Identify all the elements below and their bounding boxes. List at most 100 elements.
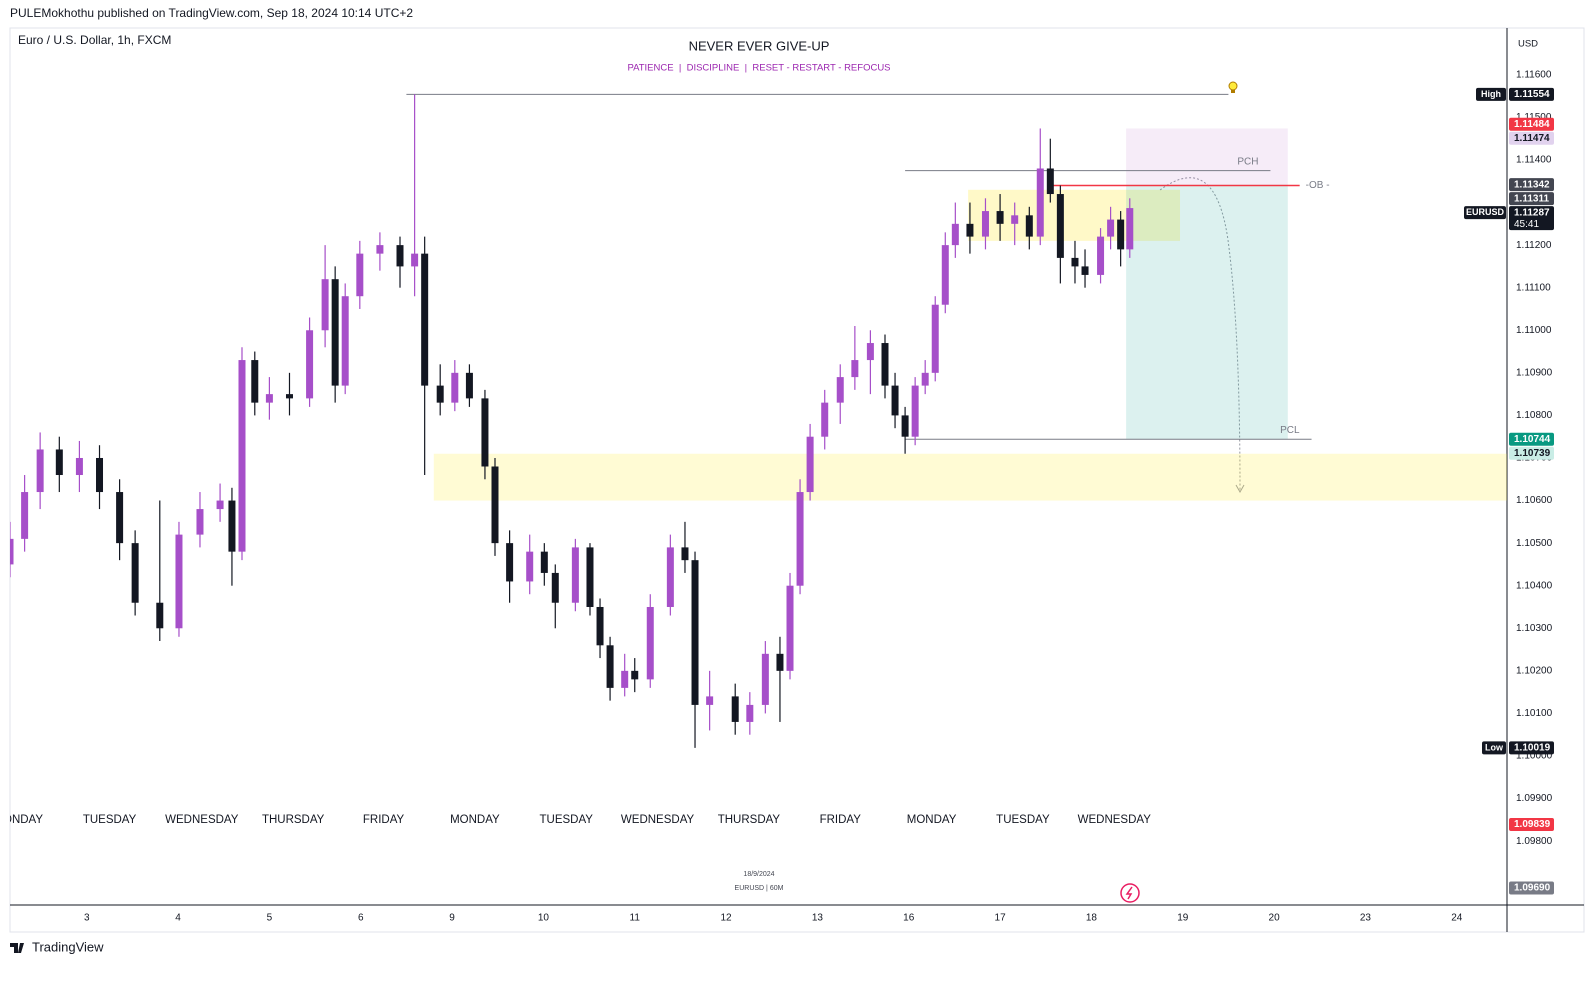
candle-body [596,606,604,646]
x-tick-label: 13 [812,913,824,924]
candle-body [481,398,489,467]
candle-body [321,279,329,331]
candle-body [981,211,989,237]
candle-body [1117,219,1125,250]
candle-body [761,653,769,705]
y-tick-label: 1.11500 [1516,112,1552,123]
candle-body [506,543,514,582]
candle-body [806,436,814,493]
x-tick-label: 17 [995,913,1007,924]
session-label: FRIDAY [363,814,405,826]
candle-body [966,223,974,237]
candle-body [116,492,124,544]
candle-body [228,500,236,552]
candle-body [1036,168,1044,237]
session-label: MONDAY [0,814,43,826]
publish-info: PULEMokhothu published on TradingView.co… [10,6,413,20]
price-label: 1.11342 [1514,179,1550,190]
candle-body [681,547,689,561]
candle-body [55,449,63,476]
price-label-box [1509,178,1554,192]
candle-body [996,211,1004,224]
candle-body [691,560,699,705]
candle-body [451,372,459,403]
session-label: THURSDAY [718,814,781,826]
lightbulb-icon [1228,81,1238,93]
candle-body [1056,194,1064,258]
candle-body [881,343,889,386]
candle-body [1107,219,1115,237]
y-tick-label: 1.10400 [1516,580,1553,591]
price-label-box [1509,881,1554,895]
candle-body [931,304,939,373]
y-tick-label: 1.10200 [1516,665,1553,676]
x-tick-label: 3 [84,913,90,924]
symbol-info: Euro / U.S. Dollar, 1h, FXCM [18,33,171,47]
candle-body [285,394,293,399]
x-tick-label: 9 [449,913,455,924]
price-label-box [1509,432,1554,446]
y-tick-label: 1.10000 [1516,751,1553,762]
zone-box [433,453,1507,501]
price-label: 1.11474 [1514,133,1550,144]
currency: USD [1518,39,1538,50]
projection-arc [1159,177,1241,491]
y-tick-label: 1.09900 [1516,793,1553,804]
y-tick-label: 1.11400 [1516,155,1552,166]
replay-icon[interactable] [1120,883,1140,903]
candle-body [796,492,804,586]
candle-body [706,696,714,705]
x-tick-label: 11 [630,913,641,924]
candle-body [746,704,754,722]
level-label: PCL [1280,425,1300,436]
candle-body [621,670,629,688]
price-tag: Low [1485,742,1504,752]
candle-body [356,253,364,297]
y-tick-label: 1.10600 [1516,495,1553,506]
candle-body [1097,236,1105,275]
candle-body [586,547,594,607]
price-label: 1.11311 [1514,193,1549,204]
x-tick-label: 18 [1086,913,1098,924]
price-label-box [1509,446,1554,460]
x-tick-label: 24 [1451,913,1463,924]
watermark-symbol: EURUSD | 60M [735,885,784,892]
zone-box [1126,184,1288,440]
price-label-box [1509,117,1554,131]
candle-body [411,253,419,267]
chart-title: NEVER EVER GIVE-UP [689,38,830,53]
session-label: TUESDAY [540,814,594,826]
footer-brand: TradingView [32,939,104,954]
candle-body [75,457,83,476]
candle-body [836,377,844,403]
candle-body [786,585,794,671]
candle-body [306,330,314,399]
chart-subtitle: PATIENCE | DISCIPLINE | RESET - RESTART … [627,63,890,74]
candle-body [866,343,874,361]
candle-body [10,538,14,565]
candle-body [526,551,534,582]
candle-body [341,296,349,386]
candle-body [851,360,859,378]
price-label: 1.09690 [1514,883,1551,894]
x-tick-label: 4 [175,913,181,924]
y-tick-label: 1.11000 [1516,325,1552,336]
price-label: 1.10739 [1514,448,1551,459]
candle-body [901,415,909,437]
session-label: WEDNESDAY [1078,814,1152,826]
price-label: 1.09839 [1514,819,1551,830]
session-label: MONDAY [450,814,500,826]
candle-body [96,457,104,493]
candle-body [666,547,674,607]
x-tick-label: 23 [1360,913,1372,924]
candle-body [921,372,929,386]
y-tick-label: 1.10900 [1516,367,1553,378]
session-label: FRIDAY [820,814,862,826]
price-label-box [1509,192,1554,206]
candle-body [646,606,654,680]
level-label: PCH [1237,156,1258,167]
candle-body [396,245,404,267]
session-label: MONDAY [907,814,957,826]
candle-body [251,360,259,403]
session-label: TUESDAY [83,814,137,826]
